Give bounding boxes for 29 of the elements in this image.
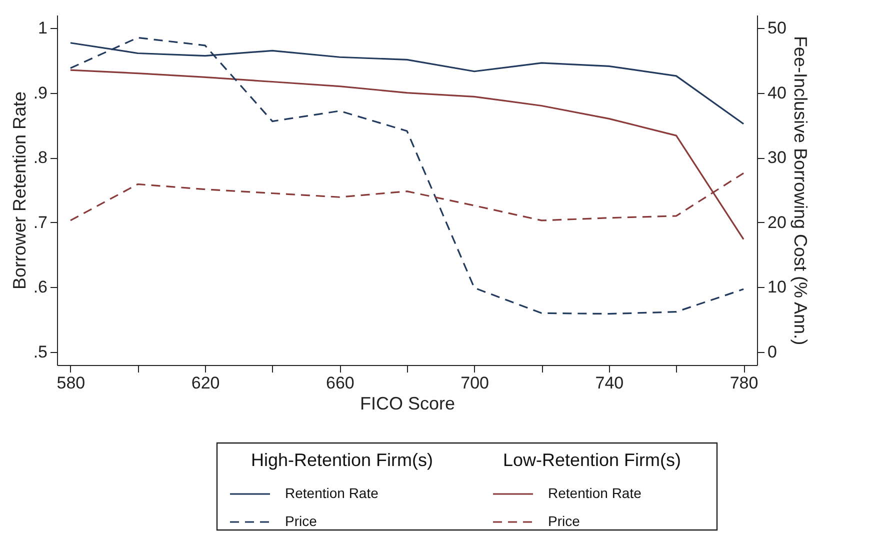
y2-tick-label: 40 (768, 83, 786, 102)
y2-tick-label: 0 (768, 342, 777, 362)
x-tick-label: 580 (56, 374, 86, 392)
y2-axis-title: Fee-Inclusive Borrowing Cost (% Ann.) (790, 36, 810, 346)
y-tick-label: .8 (33, 148, 48, 168)
line-series (70, 36, 744, 315)
y2-tick-label: 20 (768, 212, 786, 232)
y2-tick-label: 50 (768, 18, 786, 38)
x-tick-label: 700 (460, 374, 489, 392)
y-tick-label: .5 (33, 342, 48, 362)
y2-tick-label: 10 (768, 278, 786, 297)
y-tick-label: 1 (38, 18, 48, 38)
text: High-Retention Firm(s) (250, 450, 434, 470)
y-axis-title: Borrower Retention Rate (9, 91, 30, 290)
legend-label: Price (548, 513, 580, 529)
legend-label: Price (285, 513, 318, 529)
x-tick-label: 660 (326, 374, 354, 392)
text: Low-Retention Firm(s) (502, 450, 682, 470)
x-tick-label: 740 (595, 374, 624, 392)
legend-label: Retention Rate (285, 485, 379, 501)
legend-label: Retention Rate (548, 485, 642, 501)
y-tick-label: .7 (33, 212, 48, 232)
line-series (70, 69, 744, 240)
x-tick-label: 780 (730, 374, 758, 392)
x-axis-title: FICO Score (360, 394, 456, 414)
y-tick-label: .6 (33, 278, 48, 297)
y-tick-label: .9 (33, 83, 48, 102)
x-tick-label: 620 (191, 374, 220, 392)
y2-tick-label: 30 (768, 148, 786, 168)
